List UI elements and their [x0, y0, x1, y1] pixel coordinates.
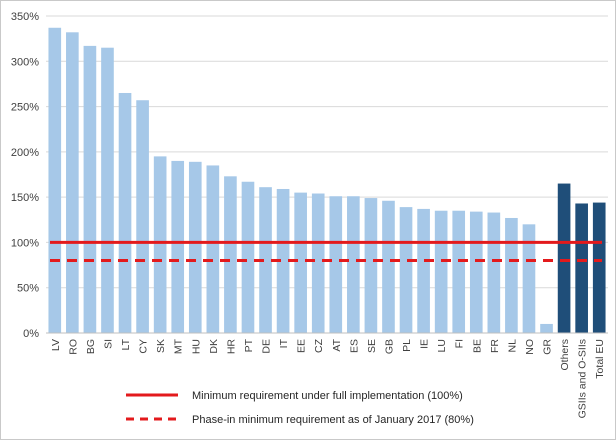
- y-tick-label: 200%: [11, 147, 39, 159]
- x-tick-label: CY: [138, 339, 150, 354]
- legend-label: Phase-in minimum requirement as of Janua…: [192, 414, 474, 426]
- x-tick-label: LT: [120, 338, 132, 350]
- x-tick-label: RO: [67, 339, 79, 355]
- bar-de: [259, 187, 272, 333]
- bar-ro: [66, 32, 79, 333]
- x-tick-label: DK: [208, 339, 220, 354]
- x-tick-label: AT: [331, 338, 343, 351]
- y-tick-label: 150%: [11, 192, 39, 204]
- bar-mt: [171, 160, 185, 333]
- x-tick-label: CZ: [313, 338, 325, 353]
- bar-nl: [505, 217, 518, 333]
- x-tick-label: NO: [524, 339, 536, 355]
- x-tick-label: LU: [436, 339, 448, 352]
- x-tick-label: Others: [559, 339, 571, 371]
- bar-total-eu: [592, 202, 606, 333]
- bar-be: [469, 211, 483, 333]
- x-tick-label: SK: [155, 339, 167, 353]
- x-tick-label: HR: [225, 339, 237, 355]
- x-tick-label: NL: [506, 339, 518, 353]
- x-tick-label: PL: [401, 339, 413, 352]
- bar-si: [101, 47, 114, 333]
- bar-sk: [153, 156, 167, 333]
- x-tick-label: BG: [85, 339, 97, 354]
- bars: [48, 27, 606, 333]
- x-tick-label: LV: [50, 339, 62, 351]
- y-tick-label: 300%: [11, 56, 39, 68]
- bar-bg: [83, 45, 97, 333]
- bar-gb: [382, 200, 395, 333]
- bar-lu: [434, 210, 448, 333]
- bar-ie: [417, 208, 430, 333]
- x-tick-label: Total EU: [594, 339, 606, 379]
- bar-it: [276, 188, 290, 333]
- bar-gsiis-and-o-siis: [575, 203, 588, 333]
- legend-item: Minimum requirement under full implement…: [126, 390, 463, 402]
- bar-fi: [452, 210, 466, 333]
- bar-cz: [311, 193, 325, 333]
- x-axis-ticks: LV RO BG SI LT CY SK MT HU DK HR PT DE IT EE CZ AT ES SE GB…: [50, 338, 606, 418]
- x-tick-label: MT: [173, 338, 185, 354]
- x-tick-label: DE: [261, 339, 273, 354]
- bar-se: [364, 198, 378, 333]
- x-tick-label: IT: [278, 338, 290, 348]
- y-tick-label: 250%: [11, 102, 39, 114]
- bar-others: [557, 183, 571, 333]
- y-tick-label: 100%: [11, 237, 39, 249]
- bar-pl: [399, 207, 413, 333]
- reference-lines: [50, 240, 602, 263]
- y-tick-label: 50%: [17, 283, 39, 295]
- bar-hu: [188, 161, 202, 333]
- bar-dk: [206, 165, 220, 333]
- bar-at: [329, 196, 343, 333]
- legend-item: Phase-in minimum requirement as of Janua…: [126, 414, 474, 426]
- bar-lt: [118, 92, 132, 333]
- x-tick-label: SE: [366, 339, 378, 353]
- x-tick-label: IE: [419, 339, 431, 349]
- x-tick-label: BE: [471, 339, 483, 353]
- legend-label: Minimum requirement under full implement…: [192, 390, 463, 402]
- x-tick-label: EE: [296, 339, 308, 353]
- x-tick-label: FR: [489, 339, 501, 353]
- y-tick-label: 0%: [23, 328, 39, 340]
- bar-ee: [294, 192, 307, 333]
- y-axis-ticks: 0% 50% 100% 150% 200% 250% 300% 350%: [11, 11, 39, 340]
- x-tick-label: SI: [102, 339, 114, 349]
- bar-no: [522, 224, 536, 333]
- bar-cy: [136, 100, 149, 333]
- x-tick-label: GR: [542, 339, 554, 355]
- x-tick-label: ES: [348, 339, 360, 353]
- bar-fr: [487, 212, 501, 333]
- x-tick-label: HU: [190, 339, 202, 354]
- y-tick-label: 350%: [11, 11, 39, 23]
- x-tick-label: PT: [243, 338, 255, 352]
- legend: Minimum requirement under full implement…: [126, 390, 474, 426]
- x-tick-label: GB: [383, 339, 395, 354]
- bar-pt: [241, 181, 255, 333]
- x-tick-label: GSIIs and O-SIIs: [577, 339, 589, 418]
- x-tick-label: FI: [454, 339, 466, 348]
- bar-hr: [224, 176, 237, 333]
- bar-es: [347, 196, 360, 333]
- bar-lv: [48, 27, 62, 333]
- bar-gr: [540, 323, 553, 333]
